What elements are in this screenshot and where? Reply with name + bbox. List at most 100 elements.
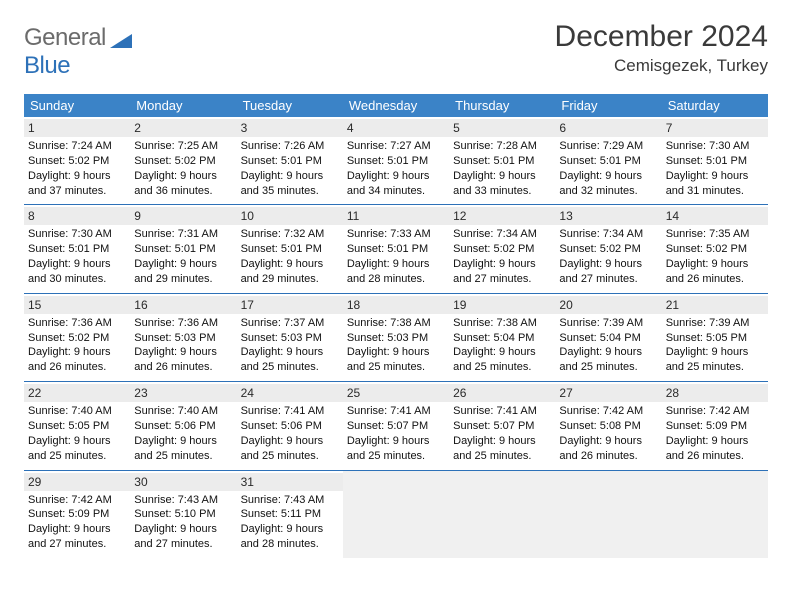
sunrise-line: Sunrise: 7:37 AM — [241, 316, 339, 331]
day-number: 23 — [130, 384, 236, 402]
day-cell: 23Sunrise: 7:40 AMSunset: 5:06 PMDayligh… — [130, 382, 236, 469]
daylight-line: Daylight: 9 hours — [453, 345, 551, 360]
daylight-line: and 35 minutes. — [241, 184, 339, 199]
daylight-line: Daylight: 9 hours — [134, 169, 232, 184]
daylight-line: and 25 minutes. — [666, 360, 764, 375]
day-number: 1 — [24, 119, 130, 137]
day-cell: 18Sunrise: 7:38 AMSunset: 5:03 PMDayligh… — [343, 294, 449, 381]
logo-text-blue: Blue — [24, 52, 70, 79]
sunset-line: Sunset: 5:04 PM — [453, 331, 551, 346]
day-cell: 7Sunrise: 7:30 AMSunset: 5:01 PMDaylight… — [662, 117, 768, 204]
weekday-header: Wednesday — [343, 94, 449, 117]
daylight-line: and 29 minutes. — [241, 272, 339, 287]
day-number: 26 — [449, 384, 555, 402]
day-number: 14 — [662, 207, 768, 225]
daylight-line: Daylight: 9 hours — [28, 169, 126, 184]
day-number: 19 — [449, 296, 555, 314]
weekday-header: Friday — [555, 94, 661, 117]
day-number: 28 — [662, 384, 768, 402]
day-cell: 28Sunrise: 7:42 AMSunset: 5:09 PMDayligh… — [662, 382, 768, 469]
day-number: 21 — [662, 296, 768, 314]
day-number: 8 — [24, 207, 130, 225]
sunrise-line: Sunrise: 7:41 AM — [453, 404, 551, 419]
sunrise-line: Sunrise: 7:31 AM — [134, 227, 232, 242]
day-cell: 20Sunrise: 7:39 AMSunset: 5:04 PMDayligh… — [555, 294, 661, 381]
daylight-line: and 37 minutes. — [28, 184, 126, 199]
daylight-line: and 28 minutes. — [241, 537, 339, 552]
day-number: 12 — [449, 207, 555, 225]
day-cell: 2Sunrise: 7:25 AMSunset: 5:02 PMDaylight… — [130, 117, 236, 204]
sunrise-line: Sunrise: 7:28 AM — [453, 139, 551, 154]
day-cell: 6Sunrise: 7:29 AMSunset: 5:01 PMDaylight… — [555, 117, 661, 204]
sunset-line: Sunset: 5:09 PM — [666, 419, 764, 434]
sunrise-line: Sunrise: 7:35 AM — [666, 227, 764, 242]
sunset-line: Sunset: 5:08 PM — [559, 419, 657, 434]
day-cell: 29Sunrise: 7:42 AMSunset: 5:09 PMDayligh… — [24, 471, 130, 558]
day-cell: 25Sunrise: 7:41 AMSunset: 5:07 PMDayligh… — [343, 382, 449, 469]
sunset-line: Sunset: 5:09 PM — [28, 507, 126, 522]
sunrise-line: Sunrise: 7:33 AM — [347, 227, 445, 242]
sunrise-line: Sunrise: 7:27 AM — [347, 139, 445, 154]
daylight-line: and 26 minutes. — [28, 360, 126, 375]
daylight-line: Daylight: 9 hours — [453, 169, 551, 184]
day-number: 29 — [24, 473, 130, 491]
sunrise-line: Sunrise: 7:29 AM — [559, 139, 657, 154]
daylight-line: Daylight: 9 hours — [347, 434, 445, 449]
day-number: 31 — [237, 473, 343, 491]
daylight-line: and 25 minutes. — [559, 360, 657, 375]
sunrise-line: Sunrise: 7:43 AM — [134, 493, 232, 508]
day-number: 18 — [343, 296, 449, 314]
daylight-line: and 25 minutes. — [453, 360, 551, 375]
day-cell: 9Sunrise: 7:31 AMSunset: 5:01 PMDaylight… — [130, 205, 236, 292]
daylight-line: Daylight: 9 hours — [559, 345, 657, 360]
daylight-line: and 25 minutes. — [241, 449, 339, 464]
sunrise-line: Sunrise: 7:36 AM — [134, 316, 232, 331]
sunset-line: Sunset: 5:07 PM — [347, 419, 445, 434]
sunset-line: Sunset: 5:05 PM — [666, 331, 764, 346]
calendar-grid: Sunday Monday Tuesday Wednesday Thursday… — [24, 94, 768, 558]
daylight-line: Daylight: 9 hours — [134, 434, 232, 449]
daylight-line: and 28 minutes. — [347, 272, 445, 287]
header-row: General Blue December 2024 Cemisgezek, T… — [24, 20, 768, 80]
sunset-line: Sunset: 5:10 PM — [134, 507, 232, 522]
day-number: 7 — [662, 119, 768, 137]
day-number: 4 — [343, 119, 449, 137]
weekday-header: Monday — [130, 94, 236, 117]
day-number: 15 — [24, 296, 130, 314]
sunset-line: Sunset: 5:03 PM — [134, 331, 232, 346]
sunset-line: Sunset: 5:03 PM — [241, 331, 339, 346]
week-row: 29Sunrise: 7:42 AMSunset: 5:09 PMDayligh… — [24, 470, 768, 558]
weeks-container: 1Sunrise: 7:24 AMSunset: 5:02 PMDaylight… — [24, 117, 768, 558]
sunrise-line: Sunrise: 7:30 AM — [28, 227, 126, 242]
daylight-line: Daylight: 9 hours — [134, 522, 232, 537]
day-cell: 3Sunrise: 7:26 AMSunset: 5:01 PMDaylight… — [237, 117, 343, 204]
day-cell: 13Sunrise: 7:34 AMSunset: 5:02 PMDayligh… — [555, 205, 661, 292]
sunset-line: Sunset: 5:01 PM — [559, 154, 657, 169]
daylight-line: Daylight: 9 hours — [666, 169, 764, 184]
day-cell-blank — [343, 471, 449, 558]
day-cell: 19 Sunrise: 7:38 AMSunset: 5:04 PMDayligh… — [449, 294, 555, 381]
weekday-header: Saturday — [662, 94, 768, 117]
daylight-line: Daylight: 9 hours — [134, 257, 232, 272]
day-cell: 30Sunrise: 7:43 AMSunset: 5:10 PMDayligh… — [130, 471, 236, 558]
daylight-line: Daylight: 9 hours — [453, 257, 551, 272]
sunrise-line: Sunrise: 7:34 AM — [559, 227, 657, 242]
daylight-line: Daylight: 9 hours — [559, 434, 657, 449]
sunset-line: Sunset: 5:01 PM — [347, 154, 445, 169]
sunrise-line: Sunrise: 7:38 AM — [453, 316, 551, 331]
day-number: 20 — [555, 296, 661, 314]
sunset-line: Sunset: 5:01 PM — [453, 154, 551, 169]
sunrise-line: Sunrise: 7:26 AM — [241, 139, 339, 154]
daylight-line: and 25 minutes. — [241, 360, 339, 375]
sunrise-line: Sunrise: 7:40 AM — [28, 404, 126, 419]
day-cell: 10Sunrise: 7:32 AMSunset: 5:01 PMDayligh… — [237, 205, 343, 292]
day-number: 27 — [555, 384, 661, 402]
day-cell: 14Sunrise: 7:35 AMSunset: 5:02 PMDayligh… — [662, 205, 768, 292]
daylight-line: Daylight: 9 hours — [134, 345, 232, 360]
daylight-line: and 30 minutes. — [28, 272, 126, 287]
daylight-line: and 25 minutes. — [134, 449, 232, 464]
day-number: 3 — [237, 119, 343, 137]
daylight-line: Daylight: 9 hours — [28, 257, 126, 272]
day-cell: 24Sunrise: 7:41 AMSunset: 5:06 PMDayligh… — [237, 382, 343, 469]
daylight-line: and 26 minutes. — [134, 360, 232, 375]
